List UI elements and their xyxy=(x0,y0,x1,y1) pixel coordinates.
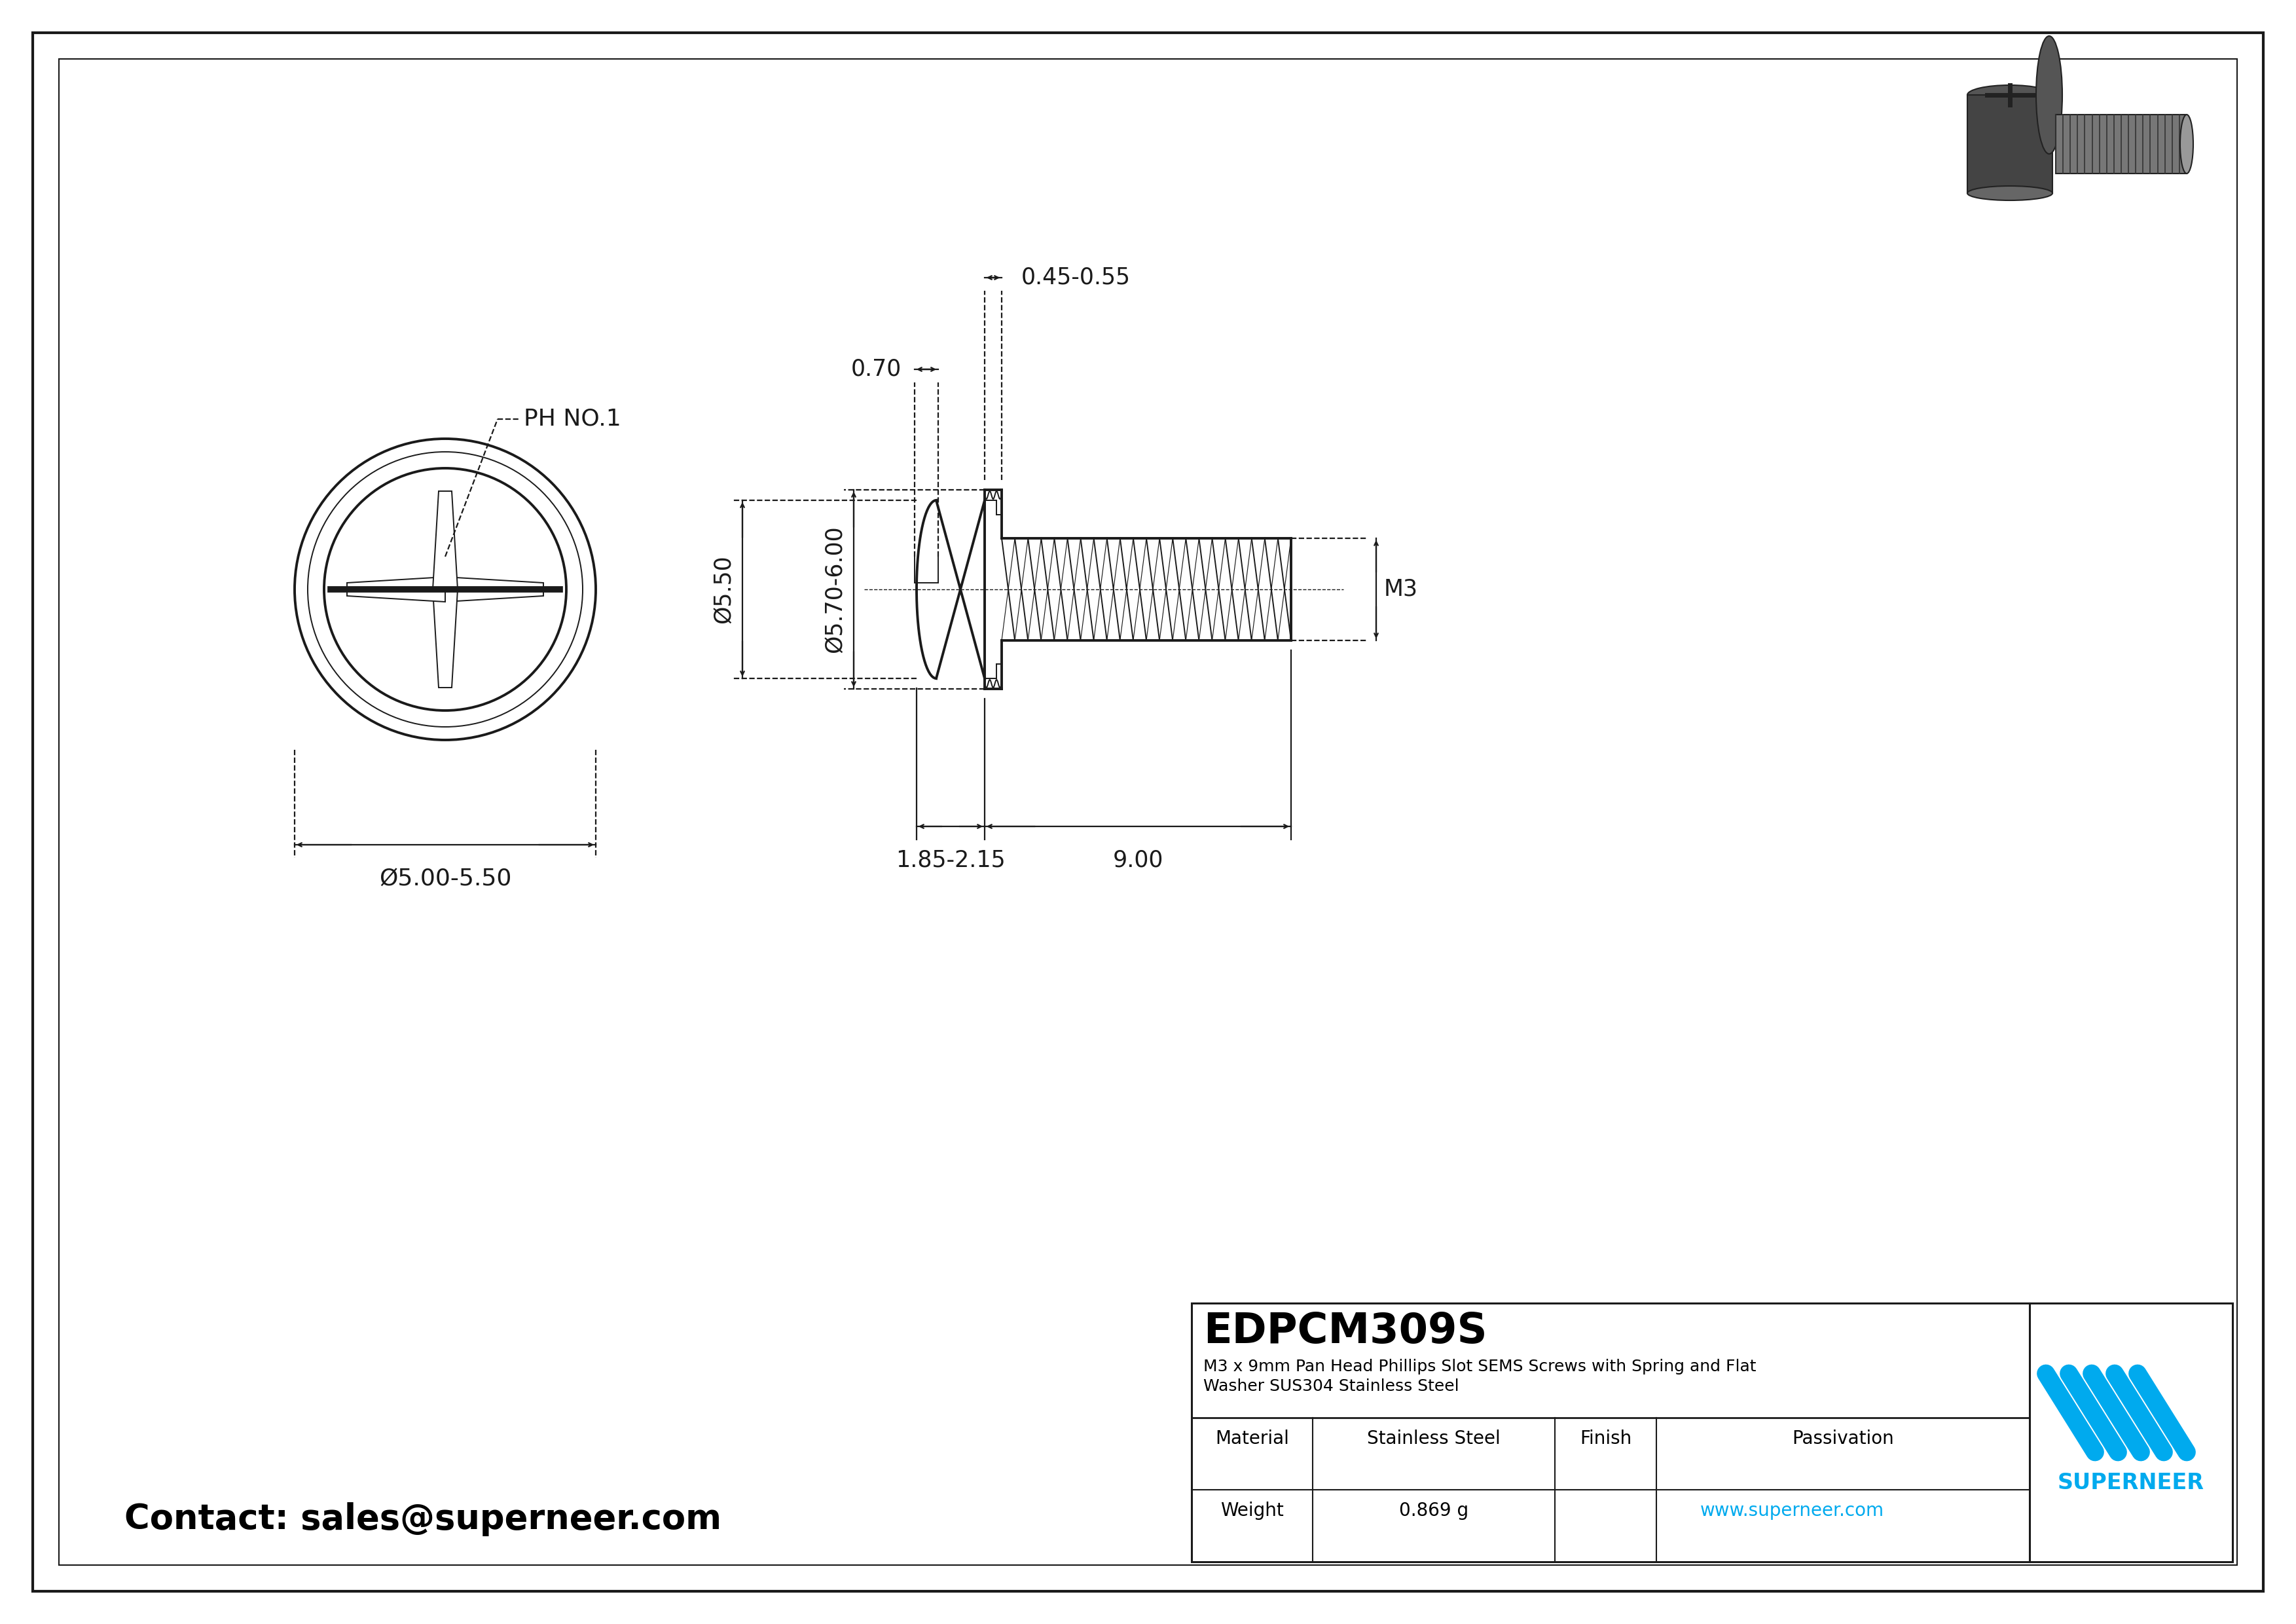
Text: EDPCM309S: EDPCM309S xyxy=(1203,1311,1488,1351)
Text: 1.85-2.15: 1.85-2.15 xyxy=(895,849,1006,872)
Text: Material: Material xyxy=(1215,1429,1288,1449)
Polygon shape xyxy=(432,490,457,590)
Text: Ø5.70-6.00: Ø5.70-6.00 xyxy=(824,526,845,653)
Ellipse shape xyxy=(2181,115,2193,174)
Text: Contact: sales@superneer.com: Contact: sales@superneer.com xyxy=(124,1502,721,1536)
Text: 0.869 g: 0.869 g xyxy=(1398,1502,1469,1520)
Text: PH NO.1: PH NO.1 xyxy=(523,408,622,430)
Text: 9.00: 9.00 xyxy=(1114,849,1164,872)
Text: 0.70: 0.70 xyxy=(852,359,902,380)
Text: M3 x 9mm Pan Head Phillips Slot SEMS Screws with Spring and Flat: M3 x 9mm Pan Head Phillips Slot SEMS Scr… xyxy=(1203,1359,1756,1374)
Polygon shape xyxy=(432,590,457,687)
Bar xyxy=(1968,94,2053,193)
Text: Washer SUS304 Stainless Steel: Washer SUS304 Stainless Steel xyxy=(1203,1379,1458,1393)
Text: Stainless Steel: Stainless Steel xyxy=(1366,1429,1502,1449)
Bar xyxy=(2055,115,2186,174)
Text: SUPERNEER: SUPERNEER xyxy=(2057,1471,2204,1494)
Polygon shape xyxy=(347,577,445,603)
Ellipse shape xyxy=(1968,84,2053,106)
Text: M3: M3 xyxy=(1384,578,1419,601)
Text: Ø5.00-5.50: Ø5.00-5.50 xyxy=(379,867,512,890)
Text: 0.45-0.55: 0.45-0.55 xyxy=(1022,266,1130,289)
Text: Passivation: Passivation xyxy=(1791,1429,1894,1449)
Text: Finish: Finish xyxy=(1580,1429,1632,1449)
Text: Ø5.50: Ø5.50 xyxy=(712,555,735,624)
Text: Weight: Weight xyxy=(1221,1502,1283,1520)
Ellipse shape xyxy=(2037,36,2062,154)
Text: www.superneer.com: www.superneer.com xyxy=(1701,1502,1885,1520)
Ellipse shape xyxy=(1968,187,2053,200)
Bar xyxy=(1192,1302,2232,1562)
Polygon shape xyxy=(445,577,544,603)
